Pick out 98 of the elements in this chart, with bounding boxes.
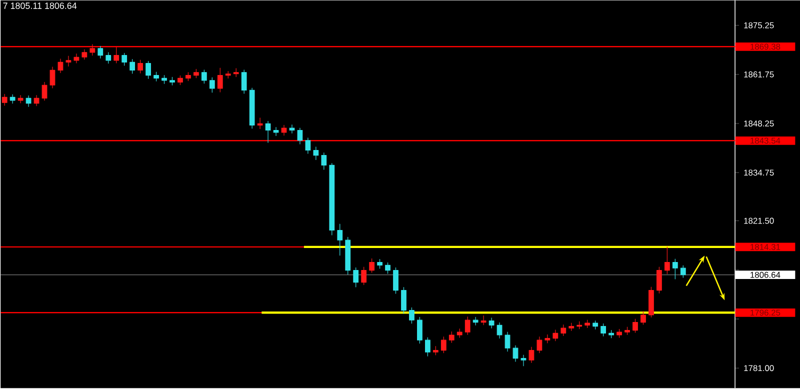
candlestick <box>249 88 255 129</box>
candlestick <box>632 318 638 334</box>
candlestick <box>584 320 590 328</box>
candlestick <box>265 121 271 144</box>
candlestick <box>448 332 454 344</box>
candlestick <box>576 321 582 330</box>
y-tick-label: 1861.75 <box>744 72 774 78</box>
y-tick-label: 1781.00 <box>744 365 774 372</box>
candlestick <box>233 68 239 78</box>
candlestick <box>193 69 199 78</box>
candlestick <box>425 338 430 357</box>
candlestick <box>600 324 606 337</box>
candlestick <box>592 320 598 330</box>
ref-line-label: 1796.25 <box>750 310 780 316</box>
candlestick <box>130 59 136 74</box>
candlestick <box>10 94 16 104</box>
candlestick <box>289 124 295 134</box>
candlestick <box>138 60 144 74</box>
candlestick <box>361 266 367 286</box>
candlestick <box>377 259 382 269</box>
candlestick <box>74 54 80 64</box>
candlestick <box>432 346 438 356</box>
candlestick <box>26 96 32 108</box>
candlestick <box>456 328 462 338</box>
candlestick <box>201 70 207 84</box>
candlestick <box>321 152 327 170</box>
y-tick-label: 1875.25 <box>744 22 774 29</box>
y-tick-label: 1848.25 <box>744 120 774 127</box>
candlestick <box>353 268 359 288</box>
candlestick <box>217 68 223 93</box>
candlestick <box>664 246 670 274</box>
candlestick <box>305 138 311 154</box>
candlestick <box>154 72 159 82</box>
candlestick <box>369 258 375 273</box>
candlestick <box>401 287 406 314</box>
candlestick <box>624 326 630 336</box>
candlestick <box>281 125 287 136</box>
candlestick <box>640 311 646 326</box>
candlestick <box>536 336 542 354</box>
candlestick <box>82 49 88 60</box>
candlestick <box>504 332 510 352</box>
ref-line-label: 1869.38 <box>750 44 780 50</box>
candlestick <box>488 318 494 329</box>
candlestick <box>225 71 231 79</box>
ref-line-label: 1806.64 <box>750 272 780 278</box>
candlestick <box>680 265 686 278</box>
candlestick <box>608 330 614 338</box>
candlestick <box>480 316 486 326</box>
candlestick <box>337 224 343 256</box>
candlestick <box>520 354 526 366</box>
candlestick <box>672 258 678 280</box>
candlestick <box>329 163 335 236</box>
candlestick <box>544 334 550 344</box>
candlestick <box>648 286 654 318</box>
y-tick-label: 1834.75 <box>744 170 774 176</box>
candlestick <box>2 94 8 106</box>
candlestick <box>186 72 191 82</box>
candlestick <box>568 322 574 332</box>
candlestick <box>472 317 478 326</box>
candlestick <box>257 118 263 130</box>
candlestick <box>512 346 518 362</box>
ref-line-label: 1814.31 <box>750 244 780 250</box>
candlestick <box>560 324 566 336</box>
candlestick <box>66 56 72 67</box>
candlestick <box>18 95 24 104</box>
candlestick <box>98 46 104 59</box>
candlestick <box>616 329 622 338</box>
candlestick <box>297 128 303 145</box>
candlestick <box>58 58 64 74</box>
candlestick <box>273 127 279 136</box>
candlestick <box>178 76 183 86</box>
candlestick <box>417 317 422 344</box>
candlestick <box>313 146 319 160</box>
candlestick <box>528 346 534 364</box>
candlestick <box>106 52 112 64</box>
candlestick <box>440 336 446 354</box>
candlestick <box>656 266 662 294</box>
candlestick <box>146 61 151 80</box>
candlestick <box>50 66 56 89</box>
candlestick <box>122 53 128 66</box>
candlestick <box>209 77 215 93</box>
candlestick <box>170 77 175 86</box>
y-tick-label: 1821.50 <box>744 218 774 224</box>
candlestick <box>496 322 502 339</box>
candlestick <box>42 82 48 101</box>
candlestick <box>393 268 398 294</box>
candlestick <box>241 70 247 94</box>
ref-line-label: 1843.54 <box>750 138 780 144</box>
candlestick <box>114 47 120 64</box>
candlestick <box>162 75 167 84</box>
candlestick <box>385 262 390 274</box>
candlestick <box>345 237 351 275</box>
candlestick <box>552 330 558 342</box>
annotation: 7 1805.11 1806.64 <box>3 2 77 10</box>
candlestick <box>34 95 40 106</box>
candlestick <box>409 308 414 324</box>
candlestick <box>90 44 96 56</box>
candlestick <box>464 316 470 336</box>
